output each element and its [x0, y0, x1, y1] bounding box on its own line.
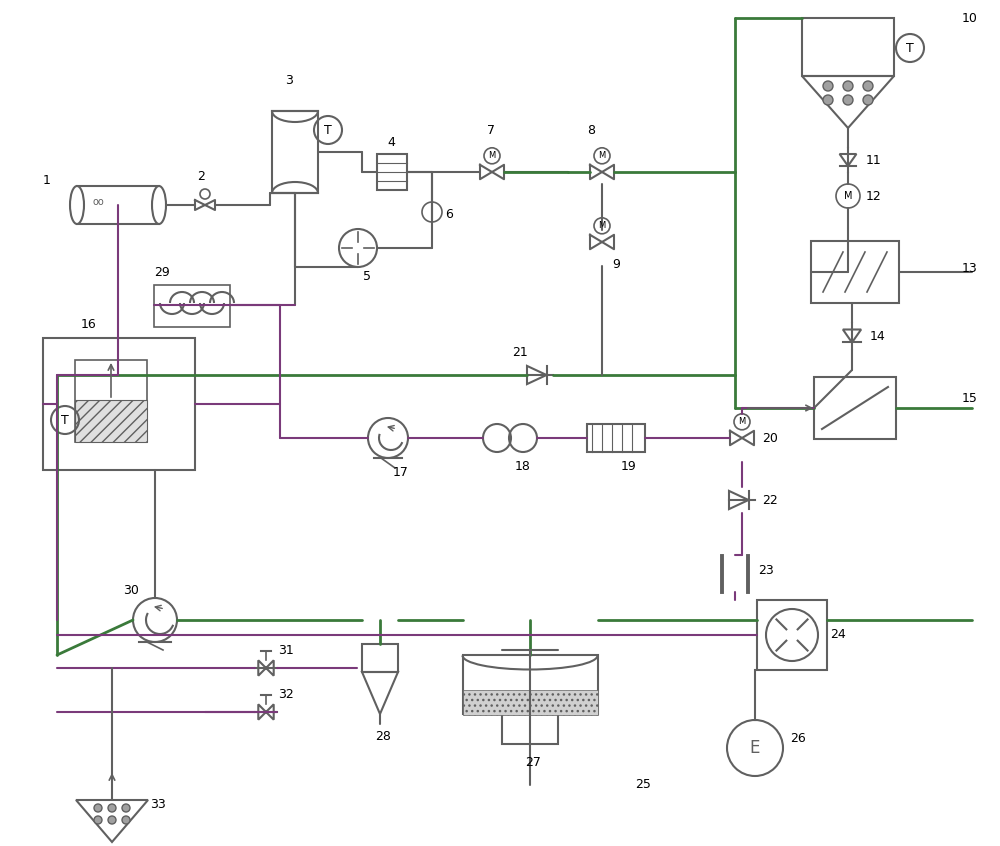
Text: 32: 32 [278, 688, 294, 700]
Circle shape [94, 816, 102, 824]
Text: 1: 1 [43, 173, 51, 186]
Text: 6: 6 [445, 208, 453, 222]
Text: M: M [598, 222, 606, 230]
Text: 28: 28 [375, 729, 391, 743]
Circle shape [823, 81, 833, 91]
Text: 27: 27 [525, 756, 541, 770]
Text: 20: 20 [762, 431, 778, 444]
Circle shape [863, 95, 873, 105]
Text: M: M [844, 191, 852, 201]
Bar [811, 241, 899, 303]
Circle shape [843, 81, 853, 91]
Text: 30: 30 [123, 584, 139, 596]
Bar [272, 111, 318, 193]
Circle shape [823, 95, 833, 105]
Circle shape [863, 81, 873, 91]
Bar [814, 377, 896, 439]
Bar [154, 285, 230, 327]
Polygon shape [840, 154, 856, 166]
Text: 19: 19 [621, 459, 637, 473]
Circle shape [122, 816, 130, 824]
Circle shape [843, 95, 853, 105]
Polygon shape [527, 366, 546, 384]
Bar [587, 424, 645, 452]
Text: 18: 18 [515, 459, 531, 473]
Text: 5: 5 [363, 270, 371, 283]
Text: T: T [324, 124, 332, 136]
Bar [75, 360, 147, 442]
Text: oo: oo [92, 197, 104, 207]
Text: 3: 3 [285, 74, 293, 86]
Text: 9: 9 [612, 257, 620, 271]
Text: 8: 8 [587, 124, 595, 136]
Circle shape [122, 804, 130, 812]
Text: M: M [488, 151, 496, 160]
Circle shape [108, 804, 116, 812]
Text: 14: 14 [870, 329, 886, 343]
Text: 17: 17 [393, 465, 409, 479]
Bar [462, 690, 598, 715]
Circle shape [94, 804, 102, 812]
Text: 26: 26 [790, 732, 806, 744]
Text: 2: 2 [197, 171, 205, 184]
Bar [377, 154, 407, 190]
Bar [757, 600, 827, 670]
Text: 24: 24 [830, 629, 846, 641]
Text: 22: 22 [762, 493, 778, 507]
Bar [462, 656, 598, 715]
Bar [43, 338, 195, 470]
Text: M: M [738, 417, 746, 426]
Text: 10: 10 [962, 12, 978, 25]
Polygon shape [258, 705, 274, 720]
Text: 13: 13 [962, 261, 978, 274]
Polygon shape [258, 660, 274, 676]
Circle shape [108, 816, 116, 824]
Ellipse shape [152, 186, 166, 224]
Text: 33: 33 [150, 799, 166, 811]
Text: 11: 11 [866, 153, 882, 167]
Text: 31: 31 [278, 644, 294, 656]
Text: M: M [598, 151, 606, 160]
Bar [77, 186, 159, 224]
Text: 25: 25 [635, 778, 651, 792]
Bar [75, 400, 147, 442]
Ellipse shape [70, 186, 84, 224]
Polygon shape [843, 329, 861, 343]
Text: 21: 21 [512, 347, 528, 360]
Bar [362, 644, 398, 672]
Polygon shape [729, 491, 748, 509]
Text: 29: 29 [154, 266, 170, 279]
Text: 7: 7 [487, 124, 495, 136]
Text: 16: 16 [81, 317, 97, 331]
Text: 4: 4 [387, 135, 395, 149]
Bar [802, 18, 894, 76]
Text: E: E [750, 739, 760, 757]
Text: 23: 23 [758, 563, 774, 576]
Text: 15: 15 [962, 392, 978, 404]
Bar [502, 715, 558, 744]
Text: 12: 12 [866, 190, 882, 202]
Text: T: T [61, 414, 69, 426]
Text: T: T [906, 41, 914, 54]
